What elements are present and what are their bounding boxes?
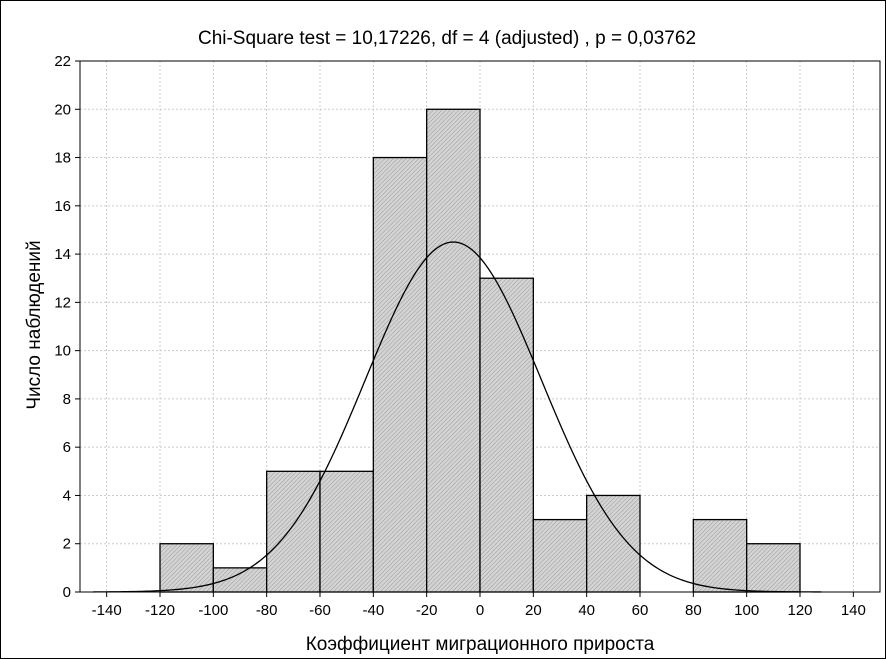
x-tick-label: 20 [525,602,542,619]
x-tick-label: 80 [685,602,702,619]
x-tick-label: 120 [787,602,812,619]
y-tick-label: 12 [54,294,71,311]
histogram-bar [532,518,588,593]
x-tick-label: -120 [145,602,175,619]
y-tick-label: 2 [63,536,71,553]
y-tick-label: 18 [54,150,71,167]
x-tick-label: 0 [476,602,484,619]
histogram-bar [212,567,268,593]
x-tick-label: -100 [198,602,228,619]
y-tick-label: 10 [54,343,71,360]
y-tick-label: 8 [63,391,71,408]
x-tick-label: -60 [309,602,331,619]
y-tick-label: 20 [54,101,71,118]
x-axis-label: Коэффициент миграционного прироста [306,634,655,655]
y-axis-ticks: 0 2 4 6 8 10 12 14 16 18 20 22 [54,53,80,601]
y-tick-label: 14 [54,246,71,263]
y-tick-label: 0 [63,584,71,601]
histogram-bar [159,543,214,593]
histogram-bars [159,108,801,593]
y-tick-label: 22 [54,53,71,70]
y-axis-label: Число наблюдений [24,240,45,409]
y-tick-label: 4 [63,487,71,504]
x-tick-label: -20 [416,602,438,619]
histogram-bar [586,494,641,593]
y-tick-label: 6 [63,439,71,456]
chart-title: Chi-Square test = 10,17226, df = 4 (adju… [198,28,696,49]
x-tick-label: 40 [578,602,595,619]
histogram-bar [692,518,748,593]
x-tick-label: 100 [734,602,759,619]
x-tick-label: 60 [632,602,649,619]
x-tick-label: -40 [362,602,384,619]
histogram-bar [426,108,481,593]
x-tick-label: -140 [92,602,122,619]
histogram-bar [266,470,321,593]
normal-curve [93,241,822,593]
x-tick-label: -80 [256,602,278,619]
histogram-bar [372,156,428,593]
x-axis-ticks: -140 -120 -100 -80 -60 -40 -20 0 20 40 60 80 100 120 1… [92,592,866,619]
histogram-bar [479,277,534,593]
y-tick-label: 16 [54,198,71,215]
x-tick-label: 140 [841,602,866,619]
histogram-bar [746,543,801,593]
histogram-bar [319,470,374,593]
